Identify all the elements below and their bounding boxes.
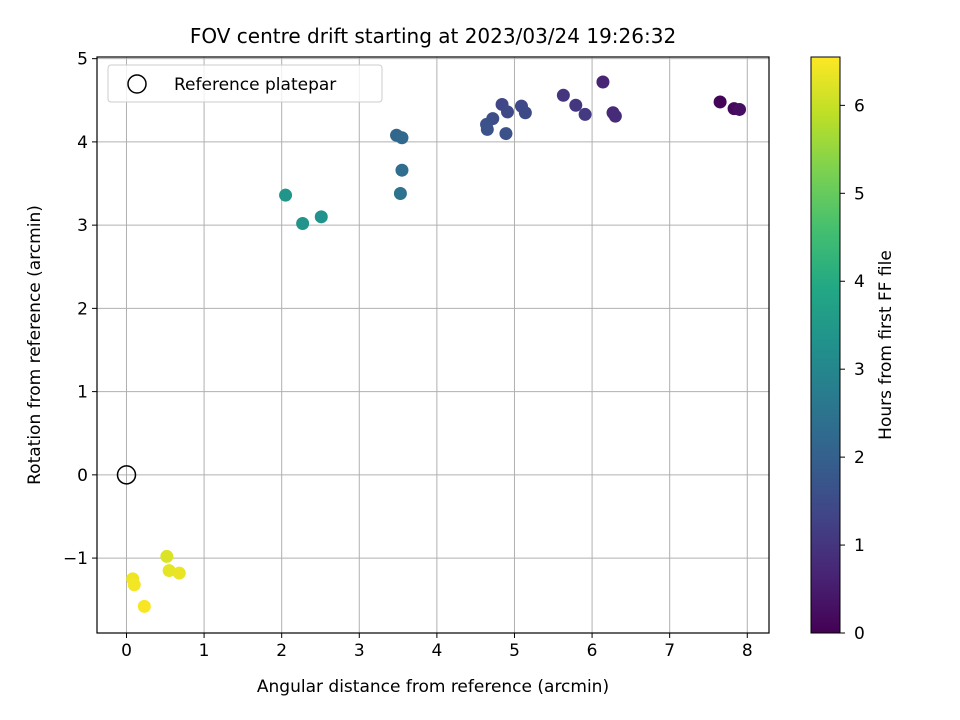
data-point bbox=[733, 102, 747, 116]
x-tick-label: 4 bbox=[431, 641, 442, 661]
y-tick-label: 5 bbox=[77, 50, 88, 70]
colorbar-tick-label: 3 bbox=[854, 360, 865, 380]
colorbar-tick-label: 6 bbox=[854, 96, 865, 116]
colorbar-ticks: 0 1 2 3 4 5 6 bbox=[840, 96, 865, 644]
data-point bbox=[596, 75, 610, 89]
y-tick-label: 1 bbox=[77, 383, 88, 403]
data-point bbox=[137, 599, 151, 613]
y-axis-ticks: −1 0 1 2 3 4 5 bbox=[63, 50, 97, 569]
chart-title: FOV centre drift starting at 2023/03/24 … bbox=[190, 24, 676, 48]
x-tick-label: 1 bbox=[199, 641, 210, 661]
reference-platepar-marker bbox=[116, 465, 137, 485]
data-point bbox=[500, 105, 514, 119]
y-tick-label: 0 bbox=[77, 466, 88, 486]
x-tick-label: 0 bbox=[121, 641, 132, 661]
colorbar-tick-label: 2 bbox=[854, 448, 865, 468]
data-point bbox=[314, 210, 328, 224]
legend-box bbox=[107, 64, 383, 103]
data-point bbox=[296, 216, 310, 230]
y-tick-label: 2 bbox=[77, 299, 88, 319]
data-point bbox=[172, 566, 186, 580]
data-point bbox=[556, 88, 570, 102]
data-point bbox=[569, 98, 583, 112]
data-points bbox=[126, 75, 747, 613]
data-point bbox=[127, 578, 141, 592]
colorbar-tick-label: 0 bbox=[854, 624, 865, 644]
legend-marker bbox=[127, 74, 147, 94]
data-point bbox=[518, 106, 532, 120]
y-tick-label: 4 bbox=[77, 133, 88, 153]
y-axis-label: Rotation from reference (arcmin) bbox=[25, 205, 45, 485]
grid-lines bbox=[97, 57, 769, 633]
data-point bbox=[499, 127, 513, 141]
x-axis-ticks: 0 1 2 3 4 5 6 7 8 bbox=[121, 633, 753, 661]
x-tick-label: 5 bbox=[509, 641, 520, 661]
data-point bbox=[480, 122, 494, 136]
y-tick-label: −1 bbox=[63, 549, 88, 569]
x-tick-label: 6 bbox=[587, 641, 598, 661]
data-point bbox=[162, 564, 176, 578]
x-tick-label: 8 bbox=[742, 641, 753, 661]
x-tick-label: 7 bbox=[664, 641, 675, 661]
plot-frame bbox=[96, 56, 770, 634]
data-point bbox=[393, 187, 407, 201]
x-tick-label: 3 bbox=[354, 641, 365, 661]
data-point bbox=[713, 95, 727, 109]
plot-area: 0 1 2 3 4 5 6 7 8 −1 0 1 2 3 4 5 bbox=[63, 50, 770, 661]
legend-label: Reference platepar bbox=[174, 75, 336, 95]
x-axis-label: Angular distance from reference (arcmin) bbox=[257, 677, 609, 697]
colorbar-label: Hours from first FF file bbox=[876, 250, 896, 440]
x-tick-label: 2 bbox=[276, 641, 287, 661]
y-tick-label: 3 bbox=[77, 216, 88, 236]
data-point bbox=[395, 163, 409, 177]
data-point bbox=[578, 107, 592, 121]
data-point bbox=[160, 549, 174, 563]
data-point bbox=[279, 188, 293, 202]
colorbar-gradient bbox=[810, 56, 841, 634]
legend: Reference platepar bbox=[107, 64, 383, 103]
colorbar-tick-label: 5 bbox=[854, 184, 865, 204]
data-point bbox=[395, 131, 409, 145]
colorbar-tick-label: 4 bbox=[854, 272, 865, 292]
colorbar-tick-label: 1 bbox=[854, 536, 865, 556]
data-point bbox=[608, 109, 622, 123]
colorbar: 0 1 2 3 4 5 6 Hours from first FF file bbox=[810, 56, 896, 644]
